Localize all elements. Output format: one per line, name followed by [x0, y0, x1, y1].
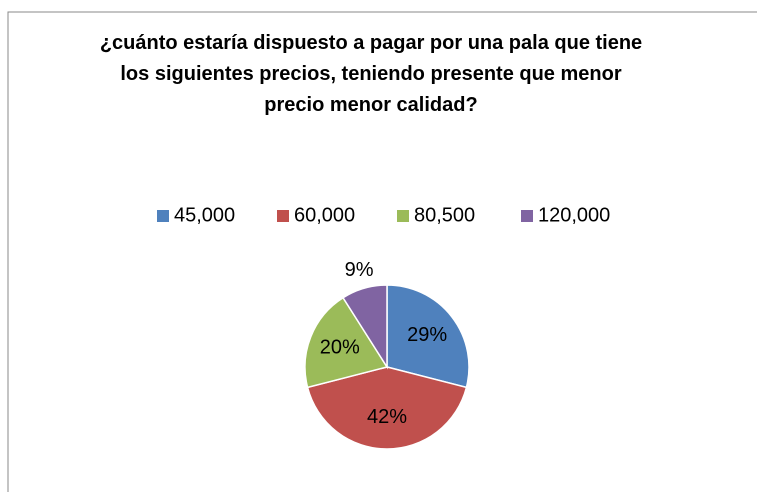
legend-label: 60,000 [294, 204, 355, 226]
pie-slice [342, 284, 388, 370]
legend-swatch [157, 210, 169, 222]
legend-label: 80,500 [414, 204, 475, 226]
pie-slice [306, 366, 468, 450]
legend-swatch [397, 210, 409, 222]
data-label: 29% [407, 324, 447, 346]
data-label: 9% [345, 259, 374, 281]
legend-swatch [521, 210, 533, 222]
legend-swatch [277, 210, 289, 222]
pie-slice [304, 296, 389, 389]
legend-label: 45,000 [174, 204, 235, 226]
chart-title: ¿cuánto estaría dispuesto a pagar por un… [99, 32, 643, 116]
data-label: 20% [320, 337, 360, 359]
pie-slice [386, 284, 470, 389]
legend-label: 120,000 [538, 204, 610, 226]
chart-frame [7, 11, 757, 492]
data-label: 42% [367, 406, 407, 428]
